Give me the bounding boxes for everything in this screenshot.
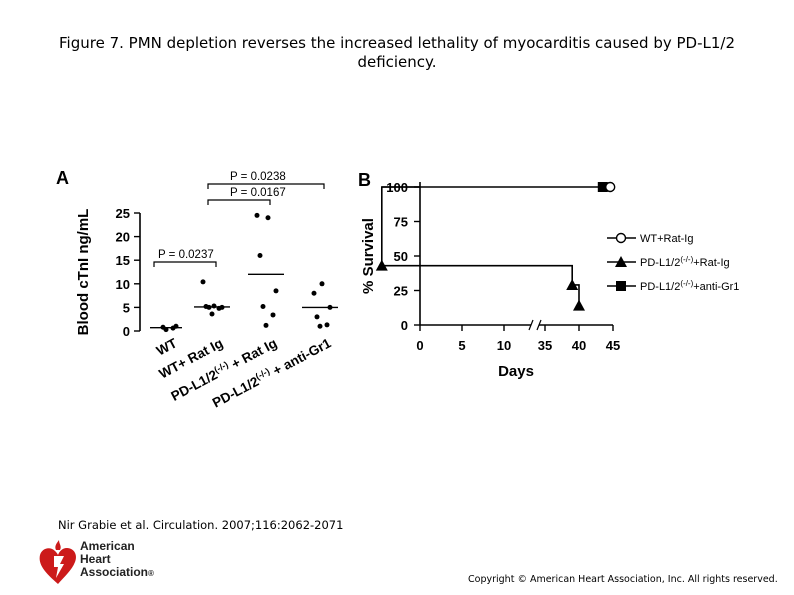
panel-b-marker-circle (605, 181, 616, 193)
panel-a-y-tick-label: 15 (116, 253, 130, 268)
panel-b-marker-triangle (375, 259, 388, 271)
panel-a-y-tick-label: 10 (116, 277, 130, 292)
panel-b-label: B (358, 170, 371, 190)
panel-b-x-tick-label: 35 (538, 338, 552, 353)
panel-b-marker-triangle (573, 299, 585, 311)
figure-7: A 0 5 10 15 20 25 Blood cTnI ng/mL P = 0.0237… (40, 150, 760, 455)
panel-b-y-tick-label: 0 (401, 318, 408, 333)
panel-b-y-axis-label: % Survival (360, 218, 377, 294)
slide-title: Figure 7. PMN depletion reverses the inc… (59, 34, 735, 71)
panel-a-label: A (56, 168, 69, 188)
panel-b-axes (419, 182, 613, 331)
panel-b-y-tick-label: 25 (394, 284, 408, 299)
panel-a-point (311, 290, 317, 296)
panel-b-marker-triangle (566, 278, 579, 290)
panel-b-axis-break (536, 319, 542, 331)
panel-a-point (257, 252, 263, 258)
panel-a-point (200, 279, 206, 285)
panel-b-x-axis-label: Days (498, 363, 534, 380)
panel-a-point (324, 322, 330, 328)
panel-b-series-line-ratig (381, 186, 580, 306)
copyright: Copyright © American Heart Association, … (468, 574, 778, 585)
panel-b-legend-label: PD-L1/2(-/-)+anti-Gr1 (640, 279, 739, 294)
panel-b-axis-break (528, 319, 534, 331)
panel-a-p-value: P = 0.0237 (158, 249, 214, 261)
panel-b-legend-label: WT+Rat-Ig (640, 233, 693, 245)
panel-a-point (260, 303, 266, 309)
panel-b-x-tick-label: 10 (497, 338, 511, 353)
panel-a-point (270, 312, 276, 318)
registered-mark: ® (148, 569, 154, 578)
panel-b-x-tick-label: 40 (572, 338, 586, 353)
panel-a-y-tick-label: 0 (123, 324, 130, 339)
logo-wordmark: American Heart Association® (80, 540, 154, 580)
panel-b-x-tick-label: 0 (416, 338, 423, 353)
panel-b-legend-triangle (615, 256, 627, 267)
panel-a-p-value: P = 0.0167 (230, 187, 286, 199)
panel-a-point (254, 212, 260, 218)
panel-b-legend-square (616, 281, 626, 291)
citation: Nir Grabie et al. Circulation. 2007;116:… (58, 518, 344, 532)
panel-b-x-tick-label: 45 (606, 338, 620, 353)
figure-svg: A 0 5 10 15 20 25 Blood cTnI ng/mL P = 0.0237… (56, 168, 739, 411)
panel-a-point (209, 311, 215, 317)
panel-b-marker-square (597, 182, 608, 192)
panel-a-point (317, 323, 323, 329)
panel-a-point (265, 215, 271, 221)
panel-a-p-bracket (153, 261, 217, 267)
panel-a-y-tick-label: 25 (116, 206, 130, 221)
panel-a-y-tick-label: 5 (123, 300, 130, 315)
panel-b-legend-circle (615, 232, 627, 244)
logo-line-3: Association® (80, 566, 154, 580)
heart-torch-icon (39, 540, 77, 584)
panel-a-p-bracket (207, 183, 325, 189)
panel-b-x-tick-label: 5 (458, 338, 465, 353)
panel-a-point (273, 288, 279, 294)
logo-line-1: American (80, 539, 135, 553)
panel-a-point (314, 314, 320, 320)
panel-b-y-tick-label: 75 (394, 215, 408, 230)
logo-line-3-text: Association (80, 565, 149, 579)
panel-a-point (319, 281, 325, 287)
logo-line-2: Heart (80, 552, 111, 566)
panel-b-y-tick-label: 50 (394, 249, 408, 264)
panel-a-p-bracket (207, 199, 271, 205)
aha-logo: American Heart Association® (38, 540, 168, 586)
panel-a-p-value: P = 0.0238 (230, 171, 286, 183)
panel-a-point (211, 303, 217, 309)
panel-a-x-label: WT (154, 335, 180, 358)
panel-b-legend-label: PD-L1/2(-/-)+Rat-Ig (640, 255, 730, 270)
panel-a-y-tick-label: 20 (116, 230, 130, 245)
panel-a-y-axis-label: Blood cTnI ng/mL (75, 209, 92, 336)
panel-a-point (263, 322, 269, 328)
